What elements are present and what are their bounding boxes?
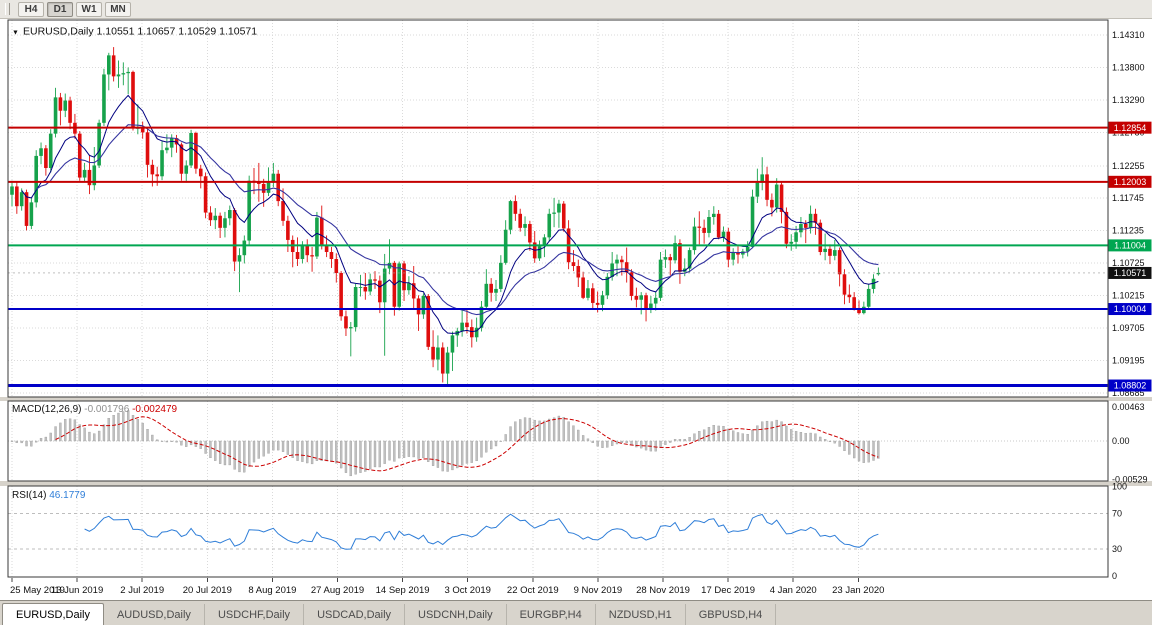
- svg-text:1.10571: 1.10571: [1114, 268, 1147, 278]
- symbol-dropdown-icon[interactable]: ▼: [12, 30, 19, 37]
- svg-text:70: 70: [1112, 508, 1122, 518]
- svg-text:1.12255: 1.12255: [1112, 161, 1145, 171]
- toolbar-grip[interactable]: [5, 3, 10, 15]
- svg-text:27 Aug 2019: 27 Aug 2019: [311, 585, 364, 596]
- level-price-badge: 1.08802: [1108, 379, 1152, 392]
- tab-usdchf-daily[interactable]: USDCHF,Daily: [205, 604, 305, 625]
- rsi-line: [84, 513, 879, 550]
- chart-area[interactable]: 1.143101.138001.132901.127801.122551.117…: [0, 19, 1152, 600]
- svg-text:1.11004: 1.11004: [1114, 241, 1146, 251]
- tab-usdcad-daily[interactable]: USDCAD,Daily: [304, 604, 406, 625]
- macd-label: MACD(12,26,9) -0.001796 -0.002479: [12, 404, 178, 415]
- svg-text:1.11235: 1.11235: [1112, 226, 1144, 236]
- level-price-badge: 1.10004: [1108, 303, 1152, 316]
- svg-text:1.10725: 1.10725: [1112, 258, 1145, 268]
- svg-text:9 Nov 2019: 9 Nov 2019: [574, 585, 623, 596]
- panel-splitter[interactable]: [0, 481, 1152, 486]
- svg-text:4 Jan 2020: 4 Jan 2020: [770, 585, 817, 596]
- svg-text:20 Jul 2019: 20 Jul 2019: [183, 585, 232, 596]
- current-price-badge: 1.10571: [1108, 266, 1152, 279]
- tab-nzdusd-h1[interactable]: NZDUSD,H1: [596, 604, 686, 625]
- svg-text:1.11745: 1.11745: [1112, 193, 1144, 203]
- svg-text:0.00463: 0.00463: [1112, 402, 1145, 412]
- svg-text:1.12003: 1.12003: [1114, 177, 1147, 187]
- rsi-label: RSI(14) 46.1779: [12, 490, 86, 501]
- timeframe-button-h4[interactable]: H4: [18, 1, 44, 17]
- chart-title: ▼ EURUSD,Daily 1.10551 1.10657 1.10529 1.…: [12, 26, 257, 38]
- svg-text:30: 30: [1112, 544, 1122, 554]
- svg-text:17 Dec 2019: 17 Dec 2019: [701, 585, 755, 596]
- svg-text:1.13290: 1.13290: [1112, 95, 1145, 105]
- tab-gbpusd-h4[interactable]: GBPUSD,H4: [686, 604, 777, 625]
- svg-text:25 May 2019: 25 May 2019: [10, 585, 65, 596]
- timeframe-button-w1[interactable]: W1: [76, 1, 102, 17]
- svg-text:13 Jun 2019: 13 Jun 2019: [51, 585, 103, 596]
- svg-text:1.09705: 1.09705: [1112, 323, 1145, 333]
- svg-text:3 Oct 2019: 3 Oct 2019: [444, 585, 490, 596]
- svg-text:8 Aug 2019: 8 Aug 2019: [248, 585, 296, 596]
- svg-text:0.00: 0.00: [1112, 436, 1130, 446]
- svg-text:-0.00529: -0.00529: [1112, 475, 1148, 485]
- svg-text:1.08685: 1.08685: [1112, 388, 1145, 398]
- level-price-badge: 1.11004: [1108, 239, 1152, 252]
- svg-text:1.08802: 1.08802: [1114, 381, 1147, 391]
- svg-text:14 Sep 2019: 14 Sep 2019: [376, 585, 430, 596]
- level-price-badge: 1.12854: [1108, 121, 1152, 134]
- tab-eurusd-daily[interactable]: EURUSD,Daily: [2, 603, 104, 625]
- svg-text:1.10004: 1.10004: [1114, 304, 1147, 314]
- timeframe-button-d1[interactable]: D1: [47, 1, 73, 17]
- tab-usdcnh-daily[interactable]: USDCNH,Daily: [405, 604, 507, 625]
- svg-text:0: 0: [1112, 571, 1117, 581]
- macd-histogram: [10, 410, 880, 477]
- svg-text:22 Oct 2019: 22 Oct 2019: [507, 585, 559, 596]
- svg-text:1.14310: 1.14310: [1112, 30, 1145, 40]
- tab-audusd-daily[interactable]: AUDUSD,Daily: [104, 604, 205, 625]
- svg-text:23 Jan 2020: 23 Jan 2020: [832, 585, 884, 596]
- svg-text:2 Jul 2019: 2 Jul 2019: [120, 585, 164, 596]
- svg-text:1.09195: 1.09195: [1112, 356, 1145, 366]
- svg-text:1.10215: 1.10215: [1112, 291, 1145, 301]
- svg-text:1.13800: 1.13800: [1112, 62, 1145, 72]
- svg-text:100: 100: [1112, 481, 1127, 491]
- tab-eurgbp-h4[interactable]: EURGBP,H4: [507, 604, 596, 625]
- svg-text:EURUSD,Daily 1.10551 1.10657: EURUSD,Daily 1.10551 1.10657 1.10529 1.1…: [23, 26, 257, 38]
- svg-text:28 Nov 2019: 28 Nov 2019: [636, 585, 690, 596]
- level-price-badge: 1.12003: [1108, 175, 1152, 188]
- timeframe-button-mn[interactable]: MN: [105, 1, 131, 17]
- timeframe-toolbar: H4 D1 W1 MN: [0, 0, 1152, 19]
- svg-text:1.12854: 1.12854: [1114, 123, 1147, 133]
- macd-signal-line: [55, 416, 879, 472]
- price-axis[interactable]: 1.143101.138001.132901.127801.122551.117…: [1112, 30, 1148, 581]
- panel-splitter[interactable]: [0, 397, 1152, 401]
- chart-tab-bar: EURUSD,Daily AUDUSD,Daily USDCHF,Daily U…: [0, 600, 1152, 625]
- ma-fast-line: [21, 94, 879, 334]
